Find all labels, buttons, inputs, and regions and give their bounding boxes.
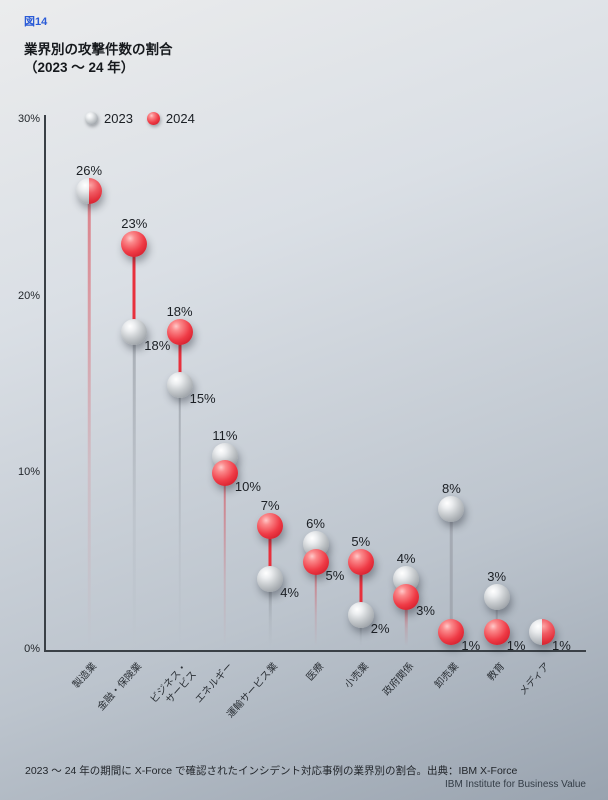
half-2023 [529,619,542,646]
connector [495,597,498,633]
value-label: 10% [234,479,261,495]
stem [133,338,136,646]
data-point-2023 [121,319,148,345]
value-label: 1% [506,638,526,654]
value-label: 26% [75,162,103,178]
legend-dot-2024-icon [146,112,160,125]
data-point-2024 [438,619,465,646]
value-label: 4% [396,551,416,567]
value-label: 15% [189,391,216,406]
category-label: 教育 [485,661,507,684]
data-point-2024 [393,584,420,610]
legend-label-2024: 2024 [165,111,195,126]
half-2023 [76,177,89,204]
stem [223,479,227,646]
data-point-2023 [438,495,465,522]
legend-item-2024: 2024 [146,111,195,126]
value-label: 1% [552,638,571,654]
data-point-2023-2024 [529,619,555,646]
data-point-2024 [166,319,193,345]
connector [268,526,272,580]
connector [132,243,136,332]
chart-subtitle: （2023 ～ 24 年） [24,60,135,75]
category-label: 卸売業 [433,661,462,691]
y-tick-label: 30% [17,113,40,125]
category-label: メディア [517,661,553,698]
value-label: 6% [306,516,325,531]
value-label: 5% [325,567,345,583]
y-tick-label: 20% [17,289,40,302]
value-label: 8% [441,480,461,496]
data-point-2024 [483,619,510,646]
value-label: 3% [416,603,435,618]
category-label: 金融・保険業 [96,661,145,713]
figure-label: 図14 [24,16,48,28]
category-label: 製造業 [70,661,100,691]
value-label: 3% [487,569,507,584]
value-label: 5% [351,533,371,549]
data-point-2024 [302,548,329,575]
data-point-2023 [166,372,193,398]
data-point-2024 [121,230,148,257]
category-label: 政府関係 [381,661,417,699]
source-caption: 2023 ～ 24 年の期間に X-Force で確認されたインシデント対応事例… [25,765,518,777]
legend-dot-2023-icon [85,112,98,125]
stem [314,567,317,646]
value-label: 18% [144,338,171,353]
half-2024 [542,619,555,646]
y-tick-label: 0% [24,643,40,655]
data-point-2023 [257,566,284,593]
legend-item-2023: 2023 [85,111,133,126]
y-axis-line [44,115,46,652]
value-label: 23% [121,215,148,231]
data-point-2024 [211,460,238,487]
data-point-2023-2024 [76,177,102,204]
category-label: ビジネス・ サービス [148,661,199,706]
ibv-branding: IBM Institute for Business Value [445,779,586,790]
data-point-2024 [257,513,284,540]
category-label: エネルギー [193,661,236,706]
chart-legend: 2023 2024 [85,111,195,126]
stem [268,585,272,646]
stem [404,603,408,646]
value-label: 7% [260,498,280,514]
category-label: 医療 [304,661,326,684]
stem [178,391,181,646]
value-label: 11% [212,427,238,443]
half-2024 [89,177,102,204]
value-label: 18% [166,304,193,319]
chart-title: 業界別の攻撃件数の割合 [24,42,173,57]
x-axis-line [44,650,586,652]
data-point-2024 [347,548,374,575]
data-point-2023 [347,601,374,628]
stem [87,196,91,646]
data-point-2023 [483,584,510,610]
category-label: 小売業 [342,661,371,691]
value-label: 4% [280,585,299,601]
legend-label-2023: 2023 [104,111,133,126]
y-tick-label: 10% [17,466,40,479]
value-label: 1% [461,638,481,654]
connector [178,332,182,385]
stem [359,620,363,646]
connector [450,508,453,633]
connector [359,561,363,615]
value-label: 2% [370,620,390,636]
